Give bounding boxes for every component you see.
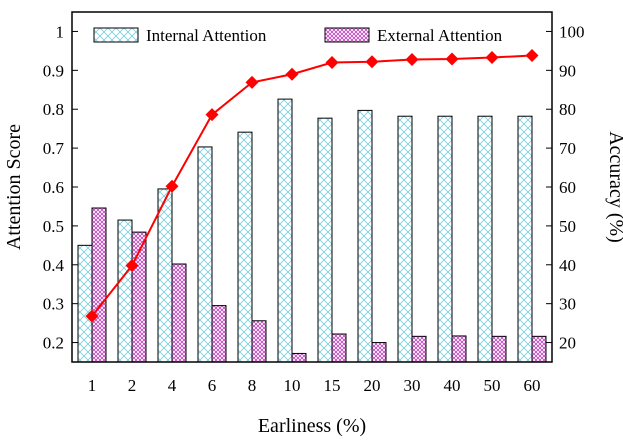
legend-label-external-attention: External Attention (377, 26, 503, 45)
y-tick-label: 0.8 (43, 100, 64, 119)
bar-external-10 (291, 352, 307, 363)
bar-external-6 (211, 305, 227, 363)
accuracy-point-40 (445, 52, 459, 66)
x-tick-label: 30 (404, 376, 421, 395)
y2-axis-title: Accuracy (%) (605, 131, 623, 243)
y-tick-label: 0.3 (43, 295, 64, 314)
accuracy-point-60 (525, 49, 539, 63)
y-axis-title: Attention Score (3, 124, 25, 250)
bar-external-40 (451, 335, 467, 363)
bar-external-30 (411, 335, 427, 363)
bar-external-50 (491, 335, 507, 363)
x-tick-label: 10 (284, 376, 301, 395)
bar-internal-30 (397, 115, 413, 363)
bars-layer (77, 98, 547, 363)
accuracy-point-8 (245, 75, 259, 89)
y-tick-label: 1 (56, 22, 65, 41)
accuracy-line (91, 54, 533, 317)
y2-tick-label: 40 (559, 256, 576, 275)
y-tick-label: 0.5 (43, 217, 64, 236)
y2-tick-label: 30 (559, 295, 576, 314)
y2-tick-label: 100 (559, 22, 585, 41)
bar-external-60 (531, 335, 547, 363)
legend: Internal Attention External Attention (93, 26, 503, 45)
bar-internal-60 (517, 115, 533, 363)
x-tick-label: 1 (88, 376, 97, 395)
y2-tick-label: 20 (559, 334, 576, 353)
y2-tick-label: 70 (559, 139, 576, 158)
bar-internal-40 (437, 115, 453, 363)
y-tick-label: 0.2 (43, 334, 64, 353)
bar-internal-2 (117, 219, 133, 363)
y-tick-label: 0.9 (43, 61, 64, 80)
legend-swatch-external-attention (324, 27, 370, 43)
accuracy-point-1 (85, 309, 99, 323)
x-tick-label: 40 (444, 376, 461, 395)
bar-internal-20 (357, 109, 373, 363)
x-tick-label: 50 (484, 376, 501, 395)
accuracy-point-50 (485, 51, 499, 64)
y2-tick-label: 50 (559, 217, 576, 236)
bar-internal-10 (277, 98, 293, 363)
x-tick-label: 4 (168, 376, 177, 395)
bar-internal-6 (197, 146, 213, 363)
y2-tick-label: 60 (559, 178, 576, 197)
y2-tick-label: 80 (559, 100, 576, 119)
x-tick-label: 8 (248, 376, 257, 395)
y-tick-label: 0.7 (43, 139, 65, 158)
x-tick-label: 20 (364, 376, 381, 395)
y-tick-label: 0.6 (43, 178, 64, 197)
x-axis-title: Earliness (%) (258, 415, 366, 437)
legend-swatch-internal-attention (93, 27, 139, 43)
accuracy-point-10 (285, 67, 299, 81)
bar-internal-50 (477, 115, 493, 363)
x-tick-label: 15 (324, 376, 341, 395)
bar-internal-4 (157, 188, 173, 363)
bar-external-4 (171, 263, 187, 363)
x-tick-label: 6 (208, 376, 217, 395)
accuracy-line-layer (85, 49, 539, 323)
accuracy-point-30 (405, 52, 419, 66)
bar-internal-1 (77, 244, 93, 363)
accuracy-point-2 (125, 259, 139, 273)
bar-external-8 (251, 320, 267, 363)
accuracy-point-6 (205, 108, 219, 122)
accuracy-point-4 (165, 179, 179, 193)
bar-external-1 (91, 207, 107, 363)
bar-external-15 (331, 333, 347, 363)
bar-internal-8 (237, 131, 253, 363)
bar-external-20 (371, 342, 387, 363)
x-tick-label: 60 (524, 376, 541, 395)
accuracy-point-15 (325, 56, 339, 70)
legend-label-internal-attention: Internal Attention (146, 26, 267, 45)
x-tick-label: 2 (128, 376, 137, 395)
y-tick-label: 0.4 (43, 256, 65, 275)
y2-tick-label: 90 (559, 61, 576, 80)
bar-internal-15 (317, 117, 333, 363)
axes-layer: 0.2 0.3 0.4 0.5 0.6 0.7 0.8 0.9 1 20 30 40 50 60 70 80 9… (43, 22, 585, 395)
accuracy-point-20 (365, 55, 379, 69)
